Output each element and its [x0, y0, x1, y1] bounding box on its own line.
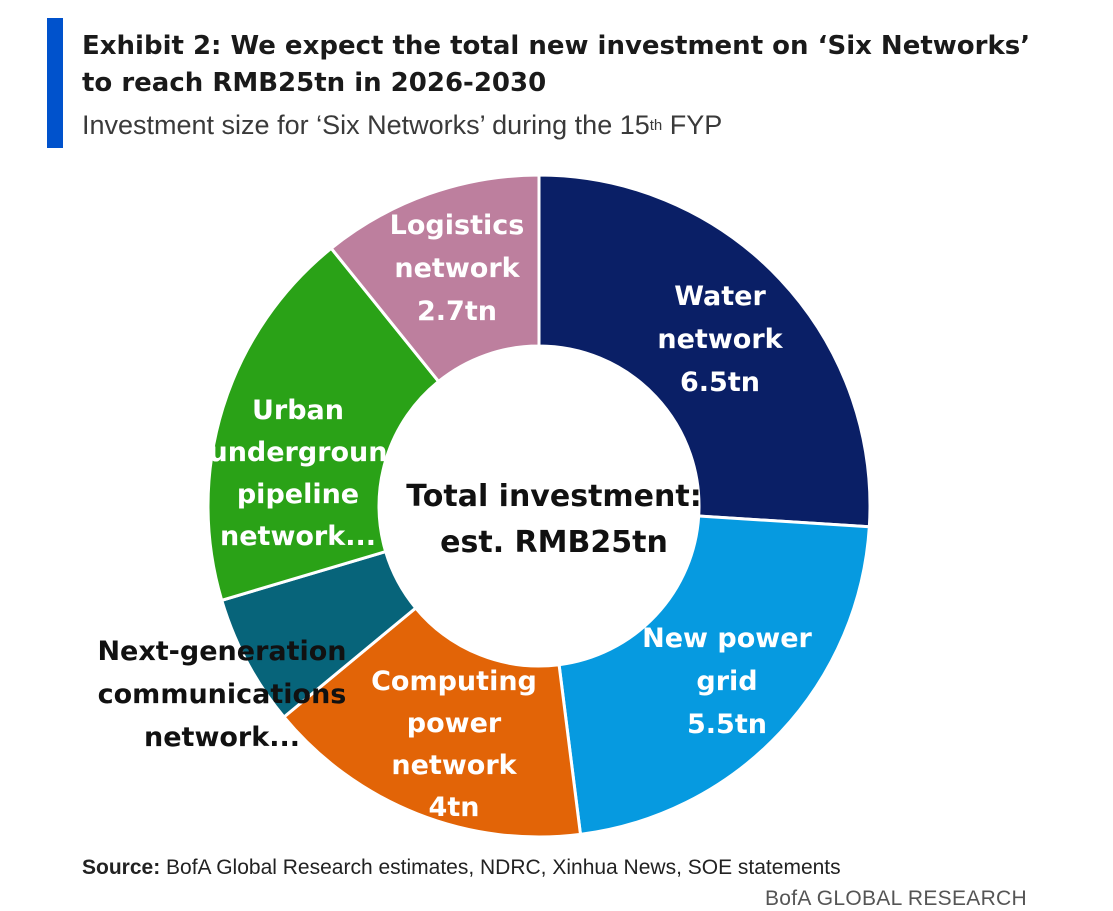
- label-next-generation-communications-network: Next-generation communications network...: [97, 636, 346, 753]
- source-note: Source: BofA Global Research estimates, …: [82, 856, 841, 880]
- subtitle-superscript: th: [649, 117, 663, 134]
- subtitle-end: FYP: [662, 110, 723, 140]
- source-text: BofA Global Research estimates, NDRC, Xi…: [160, 856, 841, 879]
- label-logistics-network: Logistics network 2.7tn: [390, 210, 525, 327]
- slice-computing-power-network: [281, 605, 583, 839]
- chart-subtitle: Investment size for ‘Six Networks’ durin…: [82, 110, 722, 141]
- slice-urban-underground-pipeline-network: [206, 246, 441, 603]
- chart-title: Exhibit 2: We expect the total new inves…: [82, 31, 1031, 98]
- slice-logistics-network: [329, 173, 541, 384]
- slice-new-power-grid: [557, 514, 871, 837]
- donut-hole: [380, 347, 698, 665]
- subtitle-main: Investment size for ‘Six Networks’ durin…: [82, 110, 650, 140]
- source-label: Source:: [82, 856, 161, 879]
- label-new-power-grid: New power grid 5.5tn: [642, 623, 812, 740]
- accent-bar: [47, 18, 63, 148]
- donut-slices: [206, 173, 872, 839]
- label-water-network: Water network 6.5tn: [657, 281, 783, 398]
- footer-brand: BofA GLOBAL RESEARCH: [765, 887, 1027, 910]
- slice-labels: Water network 6.5tn New power grid 5.5tn Compu…: [97, 210, 812, 823]
- center-label: Total investment: est. RMB25tn: [406, 479, 701, 560]
- label-urban-underground-pipeline-network: Urban undergroun pipeline network...: [208, 395, 387, 552]
- center-total-label: Total investment: est. RMB25tn: [406, 479, 701, 560]
- label-computing-power-network: Computing power network 4tn: [371, 666, 537, 823]
- slice-water-network: [537, 173, 872, 529]
